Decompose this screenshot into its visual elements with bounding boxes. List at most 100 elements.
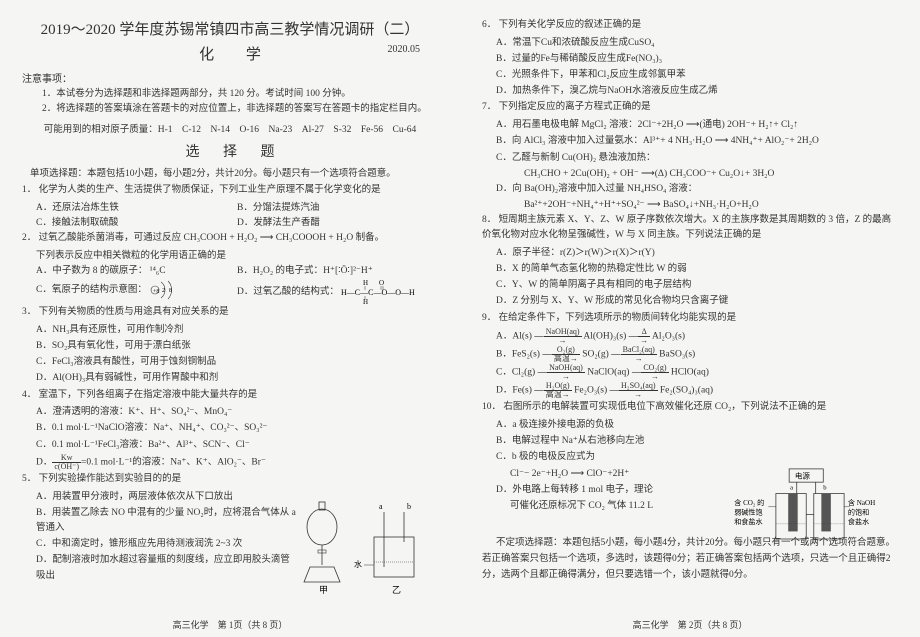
q8-text: 短周期主族元素 X、Y、Z、W 原子序数依次增大。X 的主族序数是其周期数的 3… — [482, 215, 891, 240]
q4-opt-d: D．Kwc(OH⁻)=0.1 mol·L⁻¹的溶液：Na⁺、K⁺、AlO₂⁻、B… — [36, 454, 438, 471]
footer-page-1: 高三化学 第 1页（共 8 页） — [0, 618, 460, 631]
q10-opt-b: B．电解过程中 Na⁺从右池移向左池 — [496, 434, 746, 449]
question-8: 8． 短周期主族元素 X、Y、Z、W 原子序数依次增大。X 的主族序数是其周期数… — [482, 213, 898, 242]
question-2: 2． 过氧乙酸能杀菌消毒，可通过反应 CH₃COOH + H₂O₂ ⟶ CH₃C… — [22, 231, 438, 246]
q4-opt-b: B．0.1 mol·L⁻¹NaClO溶液：Na⁺、NH₄⁺、CO₃²⁻、SO₃²… — [36, 421, 438, 436]
svg-text:弱碱性饱: 弱碱性饱 — [734, 507, 762, 516]
q9-num: 9． — [482, 313, 496, 323]
q1-opt-a: A．还原法冶炼生铁 — [36, 201, 237, 216]
q6-text: 下列有关化学反应的叙述正确的是 — [499, 20, 642, 30]
q9-opt-b: B．FeS₂(s) —O₂(g)高温→ SO₂(g) —BaCl₂(aq)→ B… — [496, 346, 898, 363]
q5-text: 下列实验操作能达到实验目的的是 — [39, 474, 182, 484]
svg-text:和食盐水: 和食盐水 — [734, 517, 762, 526]
q10-num: 10． — [482, 402, 501, 412]
exam-date: 2020.05 — [388, 44, 421, 55]
svg-text:2: 2 — [162, 288, 165, 294]
svg-text:含 CO₂ 的: 含 CO₂ 的 — [734, 498, 764, 507]
section-choice-desc: 单项选择题：本题包括10小题，每小题2分，共计20分。每小题只有一个选项符合题意… — [22, 165, 438, 179]
question-5: 5． 下列实验操作能达到实验目的的是 — [22, 472, 438, 487]
atom-diagram-icon: +8 2 8 — [149, 279, 179, 301]
q10-opt-a: A．a 极连接外接电源的负极 — [496, 418, 746, 433]
question-6: 6． 下列有关化学反应的叙述正确的是 — [482, 18, 898, 33]
q9-options: A．Al(s) —NaOH(aq)→ Al(OH)₃(s) —Δ→ Al₂O₃(… — [496, 328, 898, 399]
q9-opt-d: D．Fe(s) —H₂O(g)高温→ Fe₂O₃(s) —H₂SO₄(aq)→ … — [496, 382, 898, 399]
q4-num: 4． — [22, 390, 36, 400]
q4-text: 室温下，下列各组离子在指定溶液中能大量共存的是 — [39, 390, 258, 400]
apparatus-diagram: 甲 a b 水 乙 — [284, 487, 434, 597]
page-1: 2019～2020 学年度苏锡常镇四市高三教学情况调研（二） 化 学 2020.… — [0, 0, 460, 637]
q1-num: 1． — [22, 185, 36, 195]
q2-opt-b: B．H₂O₂ 的电子式：H⁺[∶Ö∶]²⁻H⁺ — [237, 264, 438, 279]
label-a: a — [379, 502, 383, 511]
q10-opt-c: C．b 极的电极反应式为 — [496, 450, 746, 465]
q4-options: A．澄清透明的溶液：K⁺、H⁺、SO₄²⁻、MnO₄⁻ B．0.1 mol·L⁻… — [36, 405, 438, 471]
cell-power-label: 电源 — [795, 470, 811, 480]
q5-opt-d: D．配制溶液时加水超过容量瓶的刻度线，应立即用胶头滴管吸出 — [36, 553, 296, 583]
subject-title: 化 学 — [22, 43, 438, 64]
q2-opt-d: D．过氧乙酸的结构式： H—C—C—O—O—H H H O — [237, 279, 438, 305]
q7-num: 7． — [482, 102, 496, 112]
svg-text:+8: +8 — [153, 289, 159, 295]
label-b: b — [407, 502, 411, 511]
q2-options: A．中子数为 8 的碳原子： ¹⁴₆C B．H₂O₂ 的电子式：H⁺[∶Ö∶]²… — [36, 264, 438, 305]
electrolysis-diagram: 电源 a b 含 CO₂ 的 弱碱性饱 和食盐水 含 NaOH 的饱和 食盐水 — [730, 467, 890, 557]
q6-options: A．常温下Cu和浓硫酸反应生成CuSO₄ B．过量的Fe与稀硝酸反应生成Fe(N… — [496, 36, 898, 100]
q6-opt-c: C．光照条件下，甲苯和Cl₂反应生成邻氯甲苯 — [496, 68, 898, 83]
q2-opt-a: A．中子数为 8 的碳原子： ¹⁴₆C — [36, 264, 237, 279]
main-title: 2019～2020 学年度苏锡常镇四市高三教学情况调研（二） — [22, 18, 438, 39]
q3-opt-d: D．Al(OH)₃具有弱碱性，可用作胃酸中和剂 — [36, 371, 438, 386]
q7-eq-c: CH₃CHO + 2Cu(OH)₂ + OH⁻ ⟶(Δ) CH₃COO⁻+ Cu… — [524, 167, 898, 182]
q5-opt-b: B．用装置乙除去 NO 中混有的少量 NO₂时，应将混合气体从 a 管通入 — [36, 506, 296, 536]
svg-text:H: H — [363, 298, 368, 305]
q8-num: 8． — [482, 215, 496, 225]
q10-eq-c: Cl⁻− 2e⁻+H₂O ⟶ ClO⁻+2H⁺ — [510, 467, 760, 482]
q8-opt-d: D．Z 分别与 X、Y、W 形成的常见化合物均只含离子键 — [496, 294, 898, 309]
q8-opt-b: B．X 的简单气态氢化物的热稳定性比 W 的弱 — [496, 262, 898, 277]
question-10: 10． 右图所示的电解装置可实现低电位下高效催化还原 CO₂，下列说法不正确的是 — [482, 400, 898, 415]
q7-opt-a: A．用石墨电极电解 MgCl₂ 溶液：2Cl⁻+2H₂O ⟶(通电) 2OH⁻+… — [496, 118, 898, 133]
svg-text:H: H — [363, 279, 368, 287]
q6-num: 6． — [482, 20, 496, 30]
structural-formula-icon: H—C—C—O—O—H H H O — [341, 279, 431, 305]
question-4: 4． 室温下，下列各组离子在指定溶液中能大量共存的是 — [22, 388, 438, 403]
section-choice-title: 选 择 题 — [22, 141, 438, 161]
question-7: 7． 下列指定反应的离子方程式正确的是 — [482, 100, 898, 115]
q5-opt-c: C．中和滴定时，锥形瓶应先用待测液润洗 2~3 次 — [36, 537, 296, 552]
label-yi: 乙 — [392, 585, 401, 595]
q4-opt-c: C．0.1 mol·L⁻¹FeCl₃溶液：Ba²⁺、Al³⁺、SCN⁻、Cl⁻ — [36, 438, 438, 453]
q8-options: A．原子半径：r(Z)＞r(W)＞r(X)＞r(Y) B．X 的简单气态氢化物的… — [496, 246, 898, 310]
q2-opt-c: C．氧原子的结构示意图： +8 2 8 — [36, 279, 237, 303]
instruction-2: 2．将选择题的答案填涂在答题卡的对应位置上，非选择题的答案写在答题卡的指定栏目内… — [42, 102, 438, 117]
q1-text: 化学为人类的生产、生活提供了物质保证，下列工业生产原理不属于化学变化的是 — [39, 185, 381, 195]
label-jia: 甲 — [319, 585, 328, 595]
svg-text:8: 8 — [169, 288, 172, 294]
q10-d2: 可催化还原标况下 CO₂ 气体 11.2 L — [510, 499, 760, 514]
q1-opt-d: D．发酵法生产香醋 — [237, 216, 438, 231]
q10-opt-d: D．外电路上每转移 1 mol 电子，理论 — [496, 483, 746, 498]
q7-options: A．用石墨电极电解 MgCl₂ 溶液：2Cl⁻+2H₂O ⟶(通电) 2OH⁻+… — [496, 118, 898, 213]
q4-opt-a: A．澄清透明的溶液：K⁺、H⁺、SO₄²⁻、MnO₄⁻ — [36, 405, 438, 420]
q7-opt-d: D．向 Ba(OH)₂溶液中加入过量 NH₄HSO₄ 溶液： — [496, 182, 898, 197]
q8-opt-c: C．Y、W 的简单阴离子具有相同的电子层结构 — [496, 278, 898, 293]
constants-line: 可能用到的相对原子质量：H-1 C-12 N-14 O-16 Na-23 Al-… — [22, 121, 438, 135]
svg-text:a: a — [790, 485, 793, 492]
q8-opt-a: A．原子半径：r(Z)＞r(W)＞r(X)＞r(Y) — [496, 246, 898, 261]
q5-num: 5． — [22, 474, 36, 484]
q7-opt-c: C．乙醛与新制 Cu(OH)₂ 悬浊液加热： — [496, 151, 898, 166]
footer-page-2: 高三化学 第 2页（共 8 页） — [460, 618, 920, 631]
svg-text:的饱和: 的饱和 — [848, 507, 869, 516]
q6-opt-d: D．加热条件下，溴乙烷与NaOH水溶液反应生成乙烯 — [496, 84, 898, 99]
q3-text: 下列有关物质的性质与用途具有对应关系的是 — [39, 307, 229, 317]
q1-options: A．还原法冶炼生铁 B．分馏法提炼汽油 C．接触法制取硫酸 D．发酵法生产香醋 — [36, 201, 438, 231]
q5-options: A．用装置甲分液时，两层液体依次从下口放出 B．用装置乙除去 NO 中混有的少量… — [36, 490, 296, 584]
page-2: 6． 下列有关化学反应的叙述正确的是 A．常温下Cu和浓硫酸反应生成CuSO₄ … — [460, 0, 920, 637]
q7-eq-d: Ba²⁺+2OH⁻+NH₄⁺+H⁺+SO₄²⁻ ⟶ BaSO₄↓+NH₃·H₂O… — [524, 198, 898, 213]
q1-opt-c: C．接触法制取硫酸 — [36, 216, 237, 231]
q9-opt-a: A．Al(s) —NaOH(aq)→ Al(OH)₃(s) —Δ→ Al₂O₃(… — [496, 328, 898, 345]
q2-text: 过氧乙酸能杀菌消毒，可通过反应 CH₃COOH + H₂O₂ ⟶ CH₃COOO… — [39, 233, 384, 243]
q10-text: 右图所示的电解装置可实现低电位下高效催化还原 CO₂，下列说法不正确的是 — [503, 402, 826, 412]
q6-opt-a: A．常温下Cu和浓硫酸反应生成CuSO₄ — [496, 36, 898, 51]
svg-text:b: b — [823, 485, 827, 492]
label-water: 水 — [354, 559, 362, 569]
instruction-1: 1．本试卷分为选择题和非选择题两部分，共 120 分。考试时间 100 分钟。 — [42, 87, 438, 102]
